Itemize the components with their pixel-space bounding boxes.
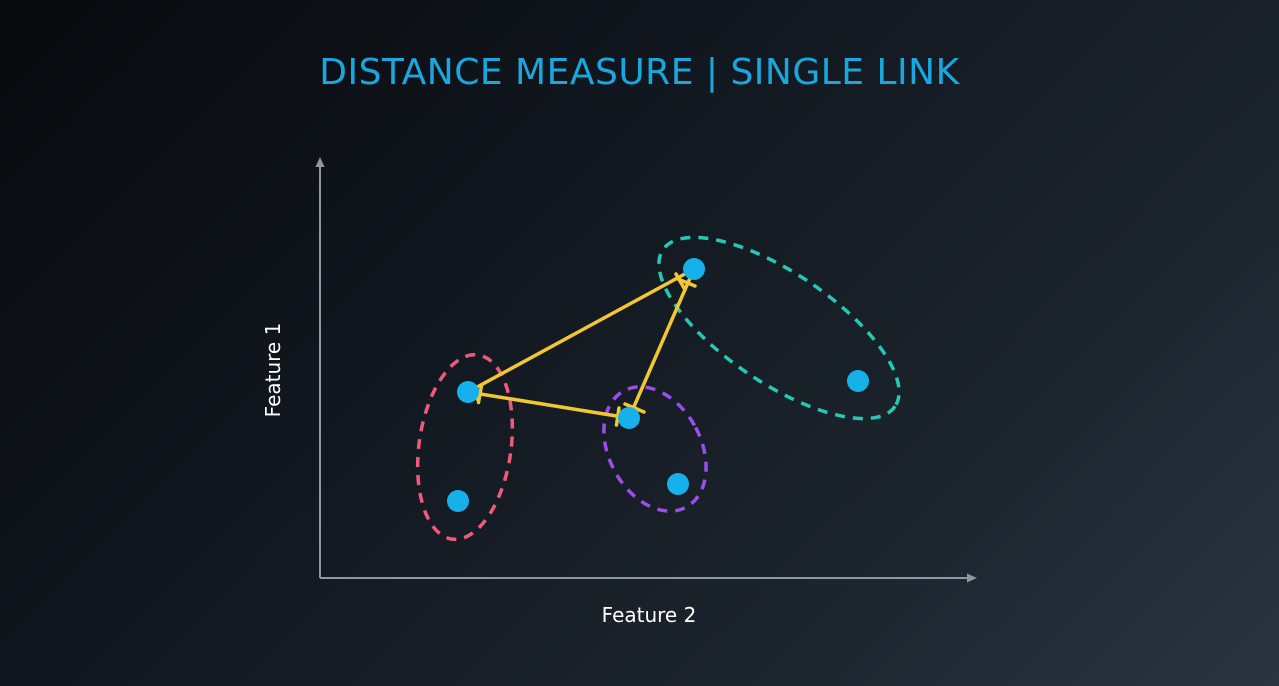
- data-point: [618, 407, 640, 429]
- data-point: [847, 370, 869, 392]
- purple-cluster-outline: [602, 385, 708, 513]
- teal-cluster-outline: [657, 235, 901, 421]
- y-axis-arrow-icon: [315, 157, 325, 167]
- link-red-teal: [466, 267, 696, 394]
- slide-title: DISTANCE MEASURE | SINGLE LINK: [319, 52, 960, 93]
- data-point: [667, 473, 689, 495]
- data-points: [447, 258, 869, 512]
- data-point: [447, 490, 469, 512]
- x-axis-arrow-icon: [967, 573, 977, 583]
- link-tick: [676, 277, 697, 288]
- cluster-outlines: [415, 235, 901, 542]
- distance-links: [466, 267, 697, 427]
- link-tick: [623, 402, 646, 414]
- data-point: [683, 258, 705, 280]
- data-point: [457, 381, 479, 403]
- red-cluster-outline: [415, 352, 515, 542]
- y-axis-label: Feature 1: [261, 323, 285, 418]
- link-purple-teal: [627, 267, 696, 420]
- axes: [315, 157, 977, 583]
- link-tick: [614, 406, 621, 427]
- link-red-purple: [466, 390, 631, 420]
- x-axis-label: Feature 2: [602, 603, 697, 627]
